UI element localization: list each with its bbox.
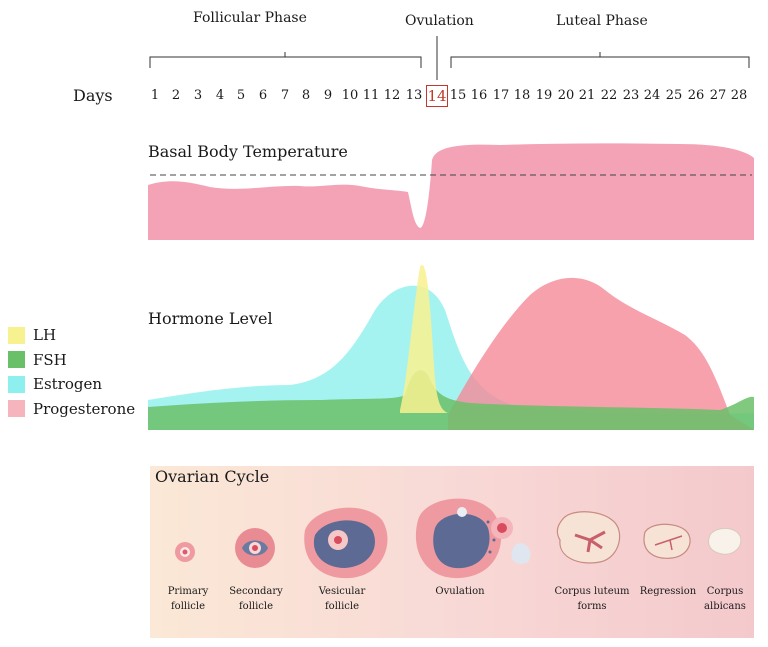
day-number: 16 (470, 88, 488, 103)
day-number: 2 (171, 88, 181, 103)
legend-item-fsh: FSH (8, 348, 135, 373)
day-14-highlight: 14 (426, 85, 448, 107)
stage-label-line2: forms (577, 601, 607, 612)
hormone-legend: LH FSH Estrogen Progesterone (8, 323, 135, 421)
stage-label-line2: follicle (324, 601, 360, 612)
stage-label-line2: albicans (704, 601, 746, 612)
stage-label-line1: Primary (167, 586, 209, 597)
day-number: 9 (323, 88, 333, 103)
legend-label: FSH (33, 350, 67, 369)
stage-label-line2: follicle (238, 601, 274, 612)
day-number: 27 (709, 88, 727, 103)
bbt-chart (148, 143, 754, 240)
legend-label: LH (33, 326, 57, 345)
day-number: 24 (643, 88, 661, 103)
day-number: 6 (258, 88, 268, 103)
stage-label: Vesicular follicle (297, 584, 387, 614)
day-number: 20 (557, 88, 575, 103)
fsh-curve (148, 370, 754, 430)
ovulation-label: Ovulation (405, 13, 474, 29)
day-number: 7 (280, 88, 290, 103)
luteal-bracket (450, 56, 750, 68)
legend-item-progesterone: Progesterone (8, 397, 135, 422)
day-number: 11 (362, 88, 380, 103)
hormone-chart (148, 264, 754, 430)
day-number: 26 (687, 88, 705, 103)
bbt-area (148, 143, 754, 240)
days-label: Days (73, 86, 113, 105)
ovulation-image (415, 498, 531, 579)
stage-label-line1: Corpus luteum (554, 586, 630, 597)
day-number: 8 (301, 88, 311, 103)
day-number: 1 (150, 88, 160, 103)
day-number: 10 (341, 88, 359, 103)
day-number: 12 (383, 88, 401, 103)
day-number: 19 (535, 88, 553, 103)
stage-label-line1: Ovulation (435, 586, 485, 597)
hormone-title: Hormone Level (148, 309, 273, 328)
stage-label-line2: follicle (170, 601, 206, 612)
days-row: 1 2 3 4 5 6 7 8 9 10 11 12 13 14 15 16 17 18 19 20 21 22 23 24 2… (0, 85, 768, 112)
legend-swatch (8, 400, 25, 418)
day-number: 22 (600, 88, 618, 103)
legend-swatch (8, 326, 25, 344)
legend-item-lh: LH (8, 323, 135, 348)
primary-follicle-image (175, 542, 195, 562)
stage-label: Secondary follicle (211, 584, 301, 614)
corpus-albicans-image (708, 527, 742, 555)
bbt-title: Basal Body Temperature (148, 142, 348, 161)
stage-label-line1: Secondary (229, 586, 283, 597)
day-number: 17 (492, 88, 510, 103)
follicular-phase-label: Follicular Phase (193, 10, 307, 26)
stage-label-line1: Vesicular (318, 586, 366, 597)
day-number: 25 (665, 88, 683, 103)
ovarian-illustrations (175, 498, 742, 579)
day-number: 5 (236, 88, 246, 103)
legend-label: Progesterone (33, 399, 136, 418)
stage-label: Primary follicle (143, 584, 233, 614)
stage-label: Corpus albicans (680, 584, 768, 614)
progesterone-curve (448, 277, 754, 430)
stage-label: Regression (623, 584, 713, 599)
legend-swatch (8, 375, 25, 393)
luteal-phase-label: Luteal Phase (556, 13, 648, 29)
day-number: 13 (405, 88, 423, 103)
day-number: 21 (578, 88, 596, 103)
day-number: 4 (215, 88, 225, 103)
ovarian-stage-labels: Primary follicle Secondary follicle Vesicula… (150, 584, 754, 624)
phase-brackets (149, 36, 750, 80)
day-number: 15 (449, 88, 467, 103)
day-number: 28 (730, 88, 748, 103)
day-number: 23 (622, 88, 640, 103)
day-number: 18 (513, 88, 531, 103)
secondary-follicle-image (235, 528, 275, 568)
follicular-bracket (149, 56, 422, 68)
vesicular-follicle-image (304, 507, 388, 579)
stage-label-line1: Corpus (706, 586, 744, 597)
legend-swatch (8, 351, 25, 369)
corpus-luteum-image (556, 511, 621, 564)
regression-image (643, 523, 691, 559)
lh-curve (400, 264, 448, 413)
estrogen-curve (148, 285, 754, 430)
stage-label: Ovulation (415, 584, 505, 599)
legend-item-estrogen: Estrogen (8, 372, 135, 397)
legend-label: Estrogen (33, 375, 103, 394)
day-number: 3 (193, 88, 203, 103)
stage-label: Corpus luteum forms (547, 584, 637, 614)
ovarian-title: Ovarian Cycle (155, 467, 270, 486)
stage-label-line1: Regression (639, 586, 697, 597)
